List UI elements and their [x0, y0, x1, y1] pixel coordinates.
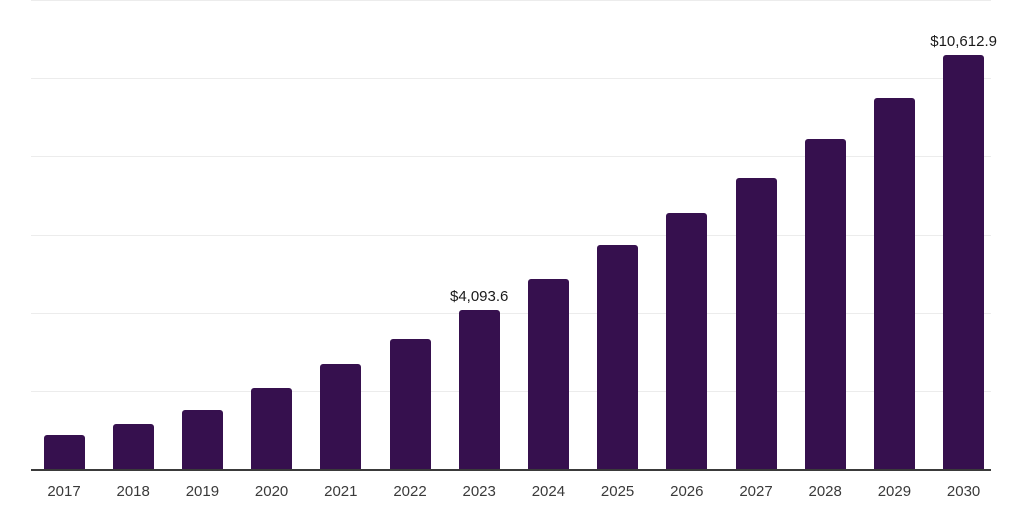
gridline [31, 390, 991, 392]
x-axis-label-2021: 2021 [324, 483, 358, 500]
bar-2027 [735, 178, 777, 470]
bar-2024 [527, 278, 569, 470]
x-axis-label-2017: 2017 [47, 483, 81, 500]
x-axis-label-2027: 2027 [739, 483, 773, 500]
bar-2018 [112, 423, 154, 470]
gridline [31, 312, 991, 314]
x-axis-label-2023: 2023 [462, 483, 496, 500]
x-axis-label-2029: 2029 [877, 483, 912, 500]
gridline [31, 156, 991, 158]
x-axis-label-2024: 2024 [531, 483, 566, 500]
x-axis-label-2025: 2025 [600, 483, 635, 500]
bar-2030 [943, 55, 985, 470]
x-axis-label-2022: 2022 [393, 483, 427, 500]
gridline [31, 234, 991, 236]
bar-2029 [873, 98, 915, 470]
x-axis-label-2028: 2028 [808, 483, 842, 500]
x-axis-label-2018: 2018 [116, 483, 150, 500]
data-label-2023: $4,093.6 [449, 288, 509, 306]
bar-2017 [43, 435, 85, 470]
bar-2023 [458, 310, 500, 470]
data-label-2030: $10,612.9 [930, 33, 997, 51]
x-axis-label-2019: 2019 [185, 483, 220, 500]
plot-area: $4,093.6 $10,612.9 [31, 0, 997, 471]
bar-2022 [389, 339, 431, 470]
bar-2026 [666, 213, 708, 470]
x-axis-label-2030: 2030 [946, 483, 981, 500]
bar-2025 [597, 244, 639, 470]
bar-2028 [804, 138, 846, 470]
gridline [31, 0, 991, 1]
gridline [31, 78, 991, 80]
bar-2019 [181, 409, 223, 470]
bar-2021 [320, 364, 362, 470]
x-axis-line [31, 469, 991, 471]
bar-2020 [251, 387, 293, 470]
x-axis-label-2020: 2020 [254, 483, 289, 500]
x-axis-label-2026: 2026 [670, 483, 704, 500]
